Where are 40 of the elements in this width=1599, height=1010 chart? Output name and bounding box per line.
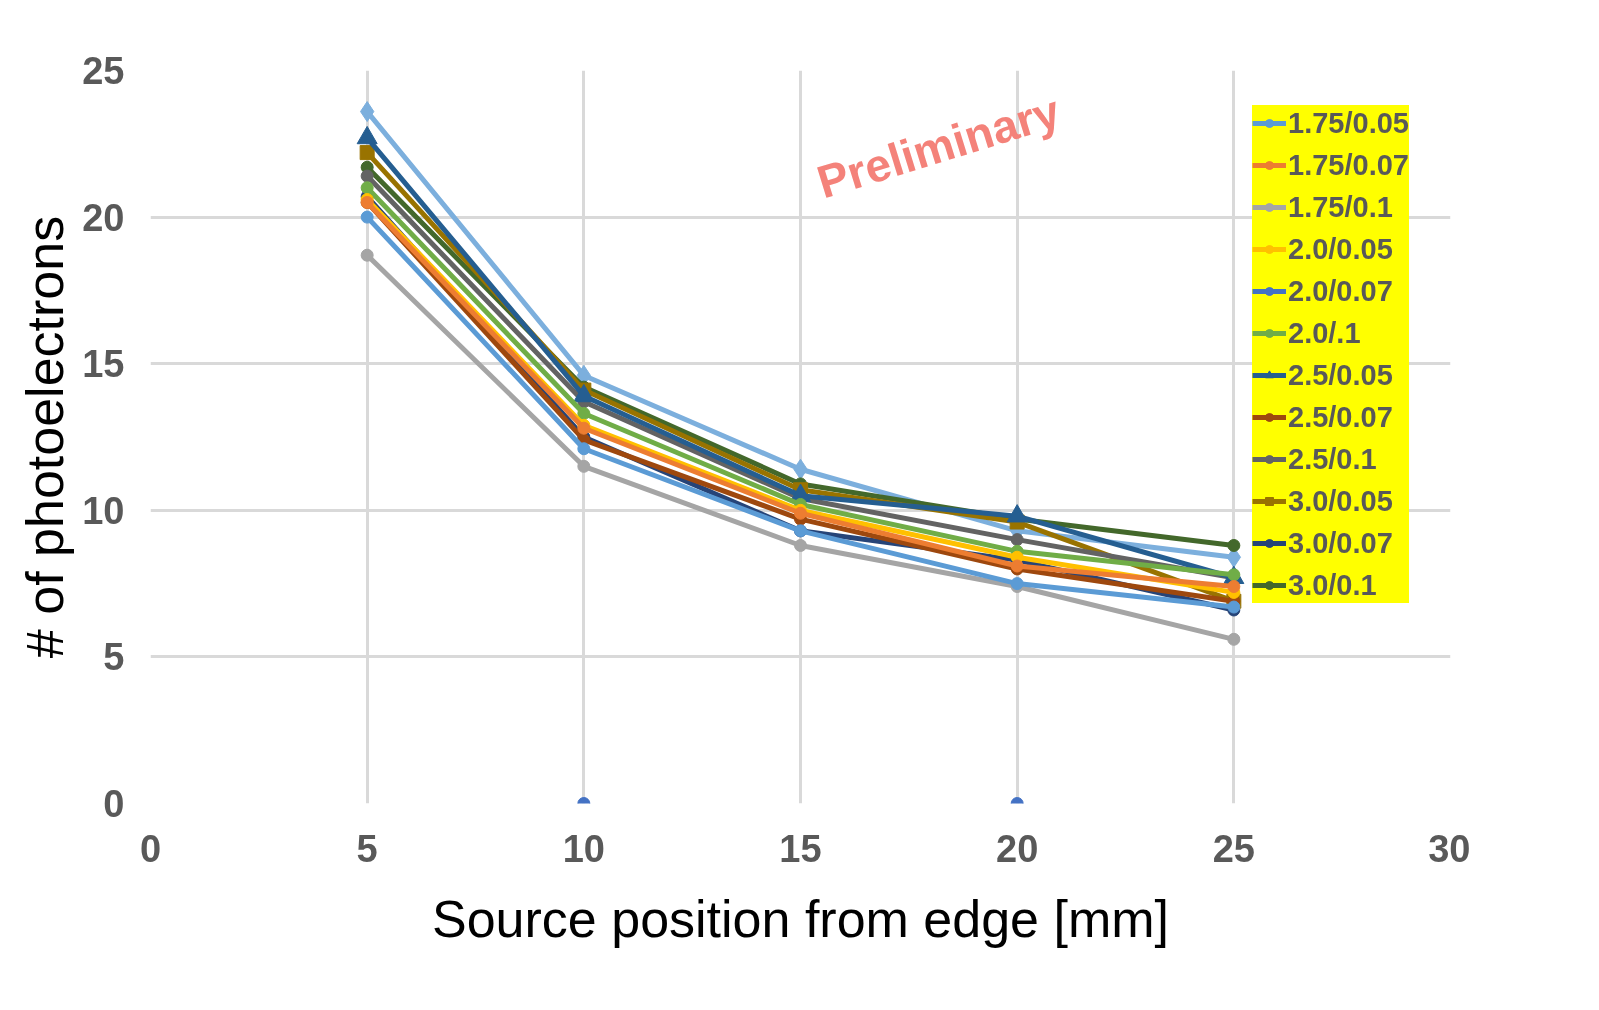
legend-label: 1.75/0.05 (1288, 105, 1409, 141)
y-tick-label: 15 (82, 343, 125, 386)
point (577, 459, 591, 473)
x-axis-title: Source position from edge [mm] (432, 889, 1170, 948)
legend-label: 1.75/0.07 (1288, 147, 1409, 183)
legend-label: 3.0/0.07 (1288, 525, 1393, 561)
legend-label: 3.0/0.1 (1288, 567, 1377, 603)
x-tick-label: 15 (779, 827, 822, 870)
x-tick-label: 10 (562, 827, 605, 870)
legend-label: 2.0/0.05 (1288, 231, 1393, 267)
legend-label: 2.5/0.1 (1288, 441, 1377, 477)
point (1227, 632, 1241, 646)
y-tick-label: 10 (82, 489, 125, 532)
y-tick-label: 5 (103, 636, 125, 679)
y-tick-label: 20 (82, 196, 125, 239)
point (1227, 580, 1241, 594)
legend-label: 2.5/0.05 (1288, 357, 1393, 393)
point (1010, 533, 1024, 547)
point (360, 181, 374, 195)
y-axis-title: # of photoelectrons (16, 215, 75, 659)
point (360, 248, 374, 262)
y-tick-label: 25 (82, 50, 125, 92)
point (577, 407, 591, 421)
point (360, 169, 374, 183)
x-tick-label: 30 (1428, 827, 1471, 870)
legend-label: 1.75/0.1 (1288, 189, 1393, 225)
point (1227, 539, 1241, 552)
x-tick-label: 0 (139, 827, 162, 870)
legend-label: 3.0/0.05 (1288, 483, 1393, 519)
y-tick-label: 0 (103, 783, 125, 825)
x-tick-label: 20 (996, 827, 1039, 870)
legend-label: 2.0/0.07 (1288, 273, 1393, 309)
point (794, 539, 807, 552)
x-tick-label: 25 (1212, 827, 1255, 870)
legend-label: 2.0/.1 (1288, 315, 1361, 351)
point (577, 442, 591, 456)
point (360, 210, 374, 224)
legend-label: 2.5/0.07 (1288, 399, 1393, 435)
x-tick-label: 5 (356, 827, 378, 870)
point (359, 145, 375, 161)
